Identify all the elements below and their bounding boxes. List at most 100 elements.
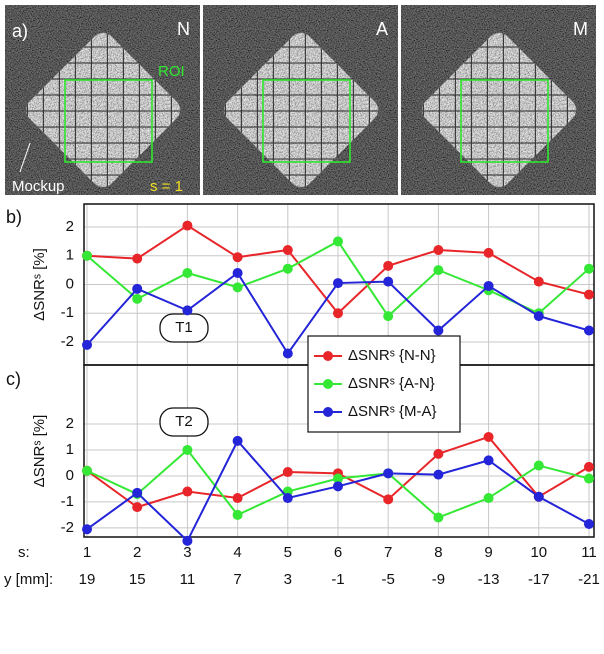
marker bbox=[282, 263, 293, 274]
image bbox=[203, 5, 398, 195]
x-tick-label: 2 bbox=[133, 544, 141, 561]
slice-label: s = 1 bbox=[150, 178, 183, 195]
x-tick-label: 1 bbox=[83, 544, 91, 561]
x-tick-label: 6 bbox=[334, 544, 342, 561]
marker bbox=[433, 245, 444, 255]
marker bbox=[383, 494, 394, 505]
image-label: N bbox=[177, 19, 190, 39]
y-tick-label: -1 bbox=[61, 304, 74, 321]
marker bbox=[132, 283, 143, 294]
marker bbox=[383, 468, 394, 479]
image-label: M bbox=[573, 19, 588, 39]
y-axis-label: ΔSNRˢ [%] bbox=[31, 415, 48, 488]
y-tick-label: 2 bbox=[66, 218, 74, 235]
marker bbox=[332, 481, 343, 492]
marker bbox=[483, 280, 494, 291]
legend-label: ΔSNRˢ {A-N} bbox=[348, 375, 435, 392]
legend-label: ΔSNRˢ {M-A} bbox=[348, 403, 436, 420]
annotation: T2 bbox=[175, 413, 193, 430]
x-tick-label: 3 bbox=[183, 544, 191, 561]
marker bbox=[533, 460, 544, 471]
mockup-label: Mockup bbox=[12, 178, 65, 195]
marker bbox=[232, 435, 243, 446]
marker bbox=[332, 473, 343, 484]
marker bbox=[232, 252, 243, 263]
marker bbox=[332, 236, 343, 247]
x-tick-label: 8 bbox=[434, 544, 442, 561]
x2-tick-label: -5 bbox=[382, 571, 395, 588]
marker bbox=[533, 491, 544, 502]
x2-axis-label: y [mm]: bbox=[4, 571, 53, 588]
marker bbox=[132, 487, 143, 498]
x-axis-label: s: bbox=[18, 544, 30, 561]
image bbox=[5, 5, 200, 195]
marker bbox=[182, 220, 193, 231]
marker bbox=[383, 260, 394, 271]
legend: ΔSNRˢ {N-N} ΔSNRˢ {A-N} ΔSNRˢ {M-A} bbox=[307, 335, 461, 433]
legend-label: ΔSNRˢ {N-N} bbox=[348, 347, 436, 364]
pointer bbox=[19, 142, 31, 173]
y-tick-label: -2 bbox=[61, 519, 74, 536]
x2-tick-label: -1 bbox=[331, 571, 344, 588]
marker bbox=[182, 535, 193, 546]
marker bbox=[383, 311, 394, 322]
x2-tick-label: -9 bbox=[432, 571, 445, 588]
marker bbox=[483, 493, 494, 504]
x2-tick-label: 15 bbox=[129, 571, 146, 588]
y-tick-label: -2 bbox=[61, 333, 74, 350]
marker bbox=[282, 348, 293, 359]
marker bbox=[433, 448, 444, 459]
x2-tick-label: 7 bbox=[233, 571, 241, 588]
panel-label: c) bbox=[6, 369, 21, 389]
marker bbox=[433, 469, 444, 480]
legend-marker bbox=[323, 407, 333, 417]
marker bbox=[332, 308, 343, 319]
marker bbox=[583, 473, 594, 484]
marker bbox=[433, 512, 444, 523]
marker bbox=[82, 250, 93, 261]
marker bbox=[132, 293, 143, 304]
marker bbox=[282, 467, 293, 478]
marker bbox=[132, 253, 143, 264]
x2-tick-label: 11 bbox=[180, 571, 196, 588]
image-panel: a) N A M ROI Mockup s = 1 bbox=[5, 5, 596, 195]
annotation-box bbox=[159, 407, 209, 437]
marker bbox=[182, 444, 193, 455]
marker bbox=[332, 278, 343, 289]
marker bbox=[483, 431, 494, 442]
marker bbox=[182, 305, 193, 316]
marker bbox=[232, 282, 243, 293]
marker bbox=[583, 325, 594, 336]
x2-tick-label: -13 bbox=[478, 571, 500, 588]
y-axis-label: ΔSNRˢ [%] bbox=[31, 248, 48, 321]
annotation: T1 bbox=[175, 319, 193, 336]
x-tick-label: 10 bbox=[530, 544, 547, 561]
marker bbox=[282, 493, 293, 504]
marker bbox=[383, 276, 394, 287]
marker bbox=[433, 325, 444, 336]
marker bbox=[182, 486, 193, 497]
marker bbox=[483, 455, 494, 466]
marker bbox=[583, 289, 594, 300]
x-tick-label: 9 bbox=[484, 544, 492, 561]
marker bbox=[82, 524, 93, 535]
legend-marker bbox=[323, 379, 333, 389]
y-tick-label: 0 bbox=[66, 467, 74, 484]
y-tick-label: 2 bbox=[66, 415, 74, 432]
x-tick-label: 11 bbox=[581, 544, 597, 561]
marker bbox=[583, 519, 594, 530]
marker bbox=[433, 265, 444, 276]
panel-label: b) bbox=[6, 207, 22, 227]
marker bbox=[583, 263, 594, 274]
marker bbox=[483, 247, 494, 258]
image-label: A bbox=[376, 19, 388, 39]
x2-tick-label: 19 bbox=[79, 571, 96, 588]
marker bbox=[182, 268, 193, 278]
marker bbox=[232, 509, 243, 520]
image bbox=[401, 5, 596, 195]
x-tick-label: 7 bbox=[384, 544, 392, 561]
marker bbox=[132, 502, 143, 513]
x2-tick-label: 3 bbox=[284, 571, 292, 588]
y-tick-label: 1 bbox=[66, 441, 74, 458]
marker bbox=[583, 461, 594, 472]
